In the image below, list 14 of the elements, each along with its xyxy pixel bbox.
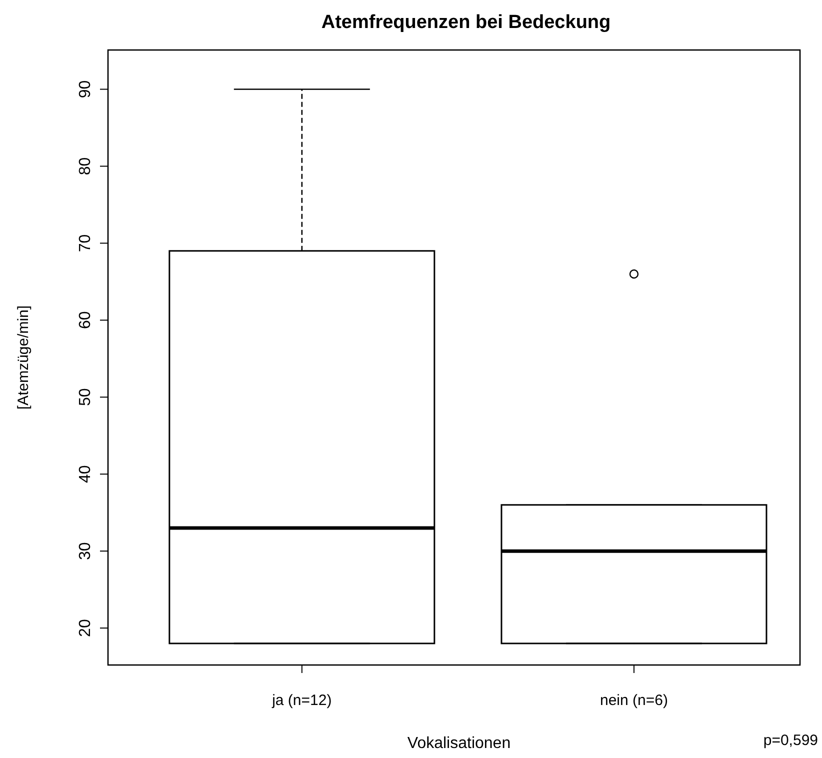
text: p=0,599 <box>763 732 818 749</box>
y-tick-label: 40 <box>77 465 94 484</box>
x-axis-title: Vokalisationen <box>407 735 511 752</box>
y-tick-label: 90 <box>77 80 94 98</box>
y-tick-label: 70 <box>77 234 94 252</box>
y-tick-label: 20 <box>77 619 94 637</box>
x-tick-label: nein (n=6) <box>600 692 668 709</box>
y-tick-label: 60 <box>77 311 94 330</box>
y-tick-label: 50 <box>77 388 94 406</box>
y-tick-label: 80 <box>77 157 94 176</box>
y-tick-label: 30 <box>77 542 94 560</box>
x-tick-label: ja (n=12) <box>271 692 332 709</box>
y-axis-title: [Atemzüge/min] <box>15 305 32 410</box>
chart-title: Atemfrequenzen bei Bedeckung <box>321 12 611 33</box>
